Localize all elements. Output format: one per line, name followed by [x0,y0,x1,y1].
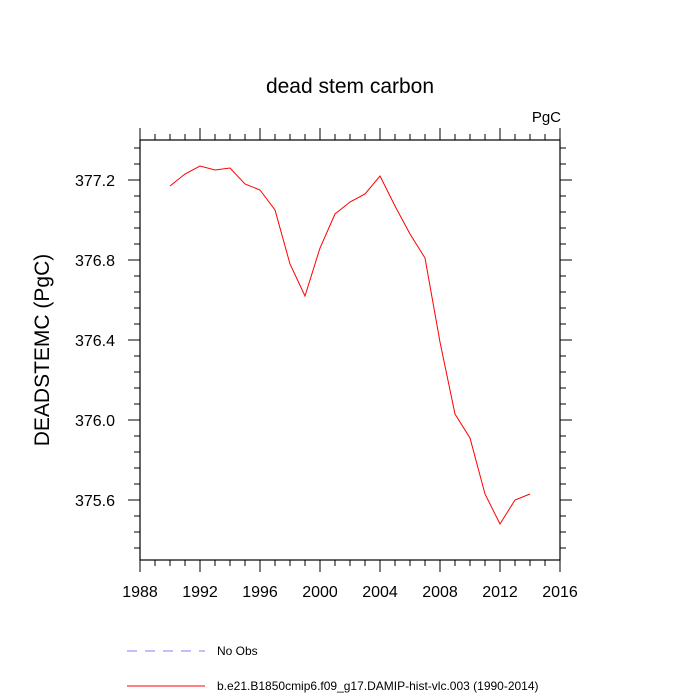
y-tick-label: 376.8 [75,253,115,270]
x-tick-label: 1996 [242,584,278,601]
plot-frame [139,139,561,561]
units-label: PgC [532,109,561,126]
x-tick-label: 1988 [122,584,158,601]
chart-title: dead stem carbon [266,75,434,98]
x-tick-label: 2000 [302,584,338,601]
y-tick-label: 377.2 [75,173,115,190]
y-axis-label: DEADSTEMC (PgC) [31,254,54,447]
x-tick-label: 2016 [542,584,578,601]
series-layer [169,165,531,526]
y-tick-label: 376.4 [75,333,115,350]
x-tick-label: 2004 [362,584,398,601]
y-tick-label: 375.6 [75,493,115,510]
series-line [169,165,531,526]
x-tick-label: 2008 [422,584,458,601]
axis-ticks: 1988 1992 1996 2000 2004 2008 2012 2016 375.6 376… [75,128,578,601]
legend-label-model: b.e21.B1850cmip6.f09_g17.DAMIP-hist-vlc.… [217,679,539,693]
legend-label-no-obs: No Obs [217,644,258,658]
y-tick-label: 376.0 [75,413,115,430]
x-tick-label: 2012 [482,584,518,601]
x-tick-label: 1992 [182,584,218,601]
